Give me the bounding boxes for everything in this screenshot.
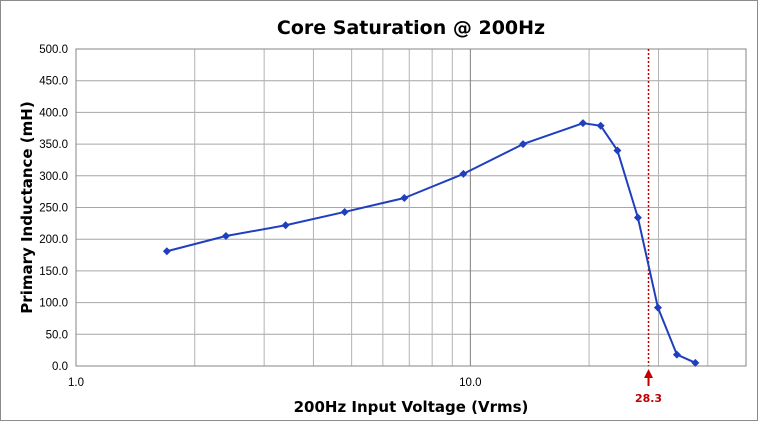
- x-tick-label: 10.0: [459, 377, 481, 389]
- y-tick-label: 250.0: [39, 203, 68, 215]
- data-point-marker: [340, 207, 349, 216]
- x-tick-labels: 1.0 10.0: [68, 377, 482, 389]
- y-tick-label: 350.0: [39, 139, 68, 151]
- y-tick-label: 500.0: [39, 44, 68, 56]
- series-layer: [162, 119, 700, 367]
- data-point-marker: [221, 232, 230, 241]
- y-tick-label: 150.0: [39, 266, 68, 278]
- y-tick-label: 300.0: [39, 171, 68, 183]
- y-tick-label: 200.0: [39, 234, 68, 246]
- data-point-marker: [613, 146, 622, 155]
- data-point-marker: [162, 247, 171, 256]
- data-point-marker: [633, 213, 642, 222]
- grid-layer: [75, 48, 747, 367]
- data-point-marker: [672, 350, 681, 359]
- data-point-marker: [400, 193, 409, 202]
- data-point-marker: [578, 119, 587, 128]
- data-point-marker: [596, 121, 605, 130]
- data-point-marker: [459, 169, 468, 178]
- chart-title: Core Saturation @ 200Hz: [277, 17, 545, 39]
- annotation-layer: 28.3: [635, 49, 662, 405]
- y-tick-label: 0.0: [52, 361, 68, 373]
- plot-area: [75, 48, 747, 367]
- data-point-marker: [653, 303, 662, 312]
- series-line: [166, 122, 696, 364]
- x-axis-title: 200Hz Input Voltage (Vrms): [294, 398, 529, 416]
- data-point-marker: [519, 140, 528, 149]
- y-tick-label: 400.0: [39, 107, 68, 119]
- y-tick-label: 50.0: [46, 329, 68, 341]
- y-tick-label: 450.0: [39, 76, 68, 88]
- y-axis-title: Primary Inductance (mH): [18, 101, 36, 313]
- y-tick-labels: 0.0 50.0 100.0 150.0 200.0 250.0 300.0 350.0 400…: [39, 44, 68, 373]
- x-tick-label: 1.0: [68, 377, 84, 389]
- annotation-label: 28.3: [635, 392, 662, 405]
- data-point-marker: [691, 358, 700, 367]
- data-point-marker: [281, 221, 290, 230]
- y-tick-label: 100.0: [39, 298, 68, 310]
- annotation-arrow-head: [644, 369, 654, 378]
